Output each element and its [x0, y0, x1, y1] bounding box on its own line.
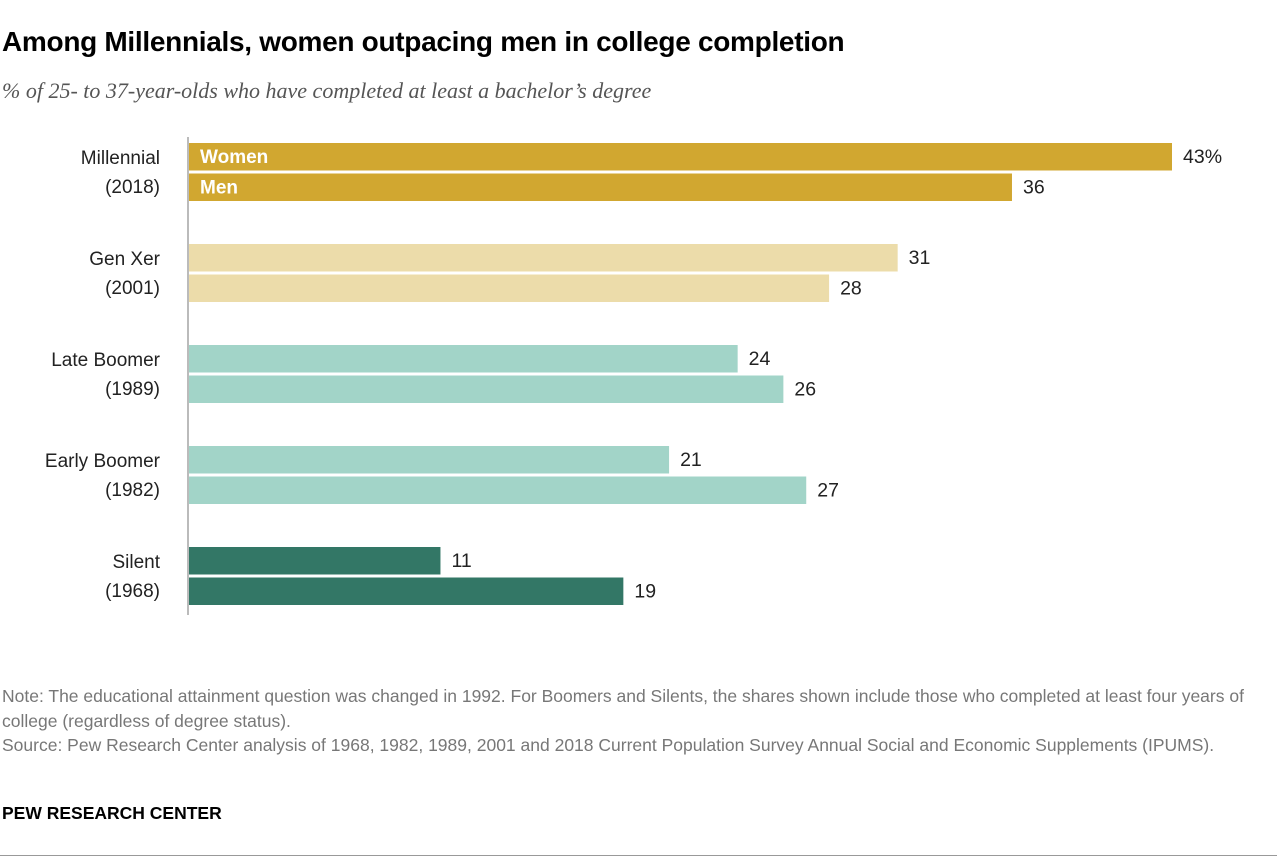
- value-label: 36: [1023, 177, 1045, 199]
- category-label: Millennial: [81, 148, 160, 169]
- category-label: Early Boomer: [45, 451, 161, 472]
- value-label: 11: [451, 550, 471, 572]
- bar-chart: Millennial (2018) 43% Women 36 Men Gen Xer (200…: [45, 137, 1222, 615]
- value-label: 24: [749, 348, 771, 370]
- category-year: (2001): [105, 278, 160, 299]
- value-label: 43%: [1183, 146, 1222, 168]
- pew-logo: PEW RESEARCH CENTER: [2, 803, 222, 823]
- category-year: (1982): [105, 480, 160, 501]
- bottom-rule: [0, 855, 1277, 856]
- bar-women: [189, 345, 738, 373]
- value-label: 27: [817, 480, 839, 502]
- bar-women: [189, 143, 1172, 171]
- value-label: 21: [680, 449, 702, 471]
- value-label: 28: [840, 278, 862, 300]
- category-label: Gen Xer: [89, 249, 160, 270]
- chart-title: Among Millennials, women outpacing men i…: [2, 26, 845, 57]
- value-label: 26: [794, 379, 816, 401]
- footnote: Note: The educational attainment questio…: [2, 684, 1262, 758]
- bar-women: [189, 547, 441, 575]
- value-label: 19: [634, 581, 656, 603]
- category-label: Silent: [112, 552, 160, 573]
- bar-men: [189, 577, 624, 605]
- bar-men: [189, 476, 807, 504]
- series-label: Women: [200, 147, 268, 168]
- bar-men: [189, 274, 830, 302]
- category-label: Late Boomer: [51, 350, 160, 371]
- series-label: Men: [200, 178, 238, 199]
- bar-men: [189, 173, 1012, 201]
- bar-women: [189, 446, 670, 474]
- category-year: (2018): [105, 177, 160, 198]
- category-year: (1968): [105, 581, 160, 602]
- value-label: 31: [909, 247, 931, 269]
- chart-subtitle: % of 25- to 37-year-olds who have comple…: [2, 78, 652, 103]
- note-text: Note: The educational attainment questio…: [2, 686, 1244, 731]
- category-year: (1989): [105, 379, 160, 400]
- bar-men: [189, 375, 784, 403]
- source-text: Source: Pew Research Center analysis of …: [2, 735, 1215, 755]
- bar-women: [189, 244, 898, 272]
